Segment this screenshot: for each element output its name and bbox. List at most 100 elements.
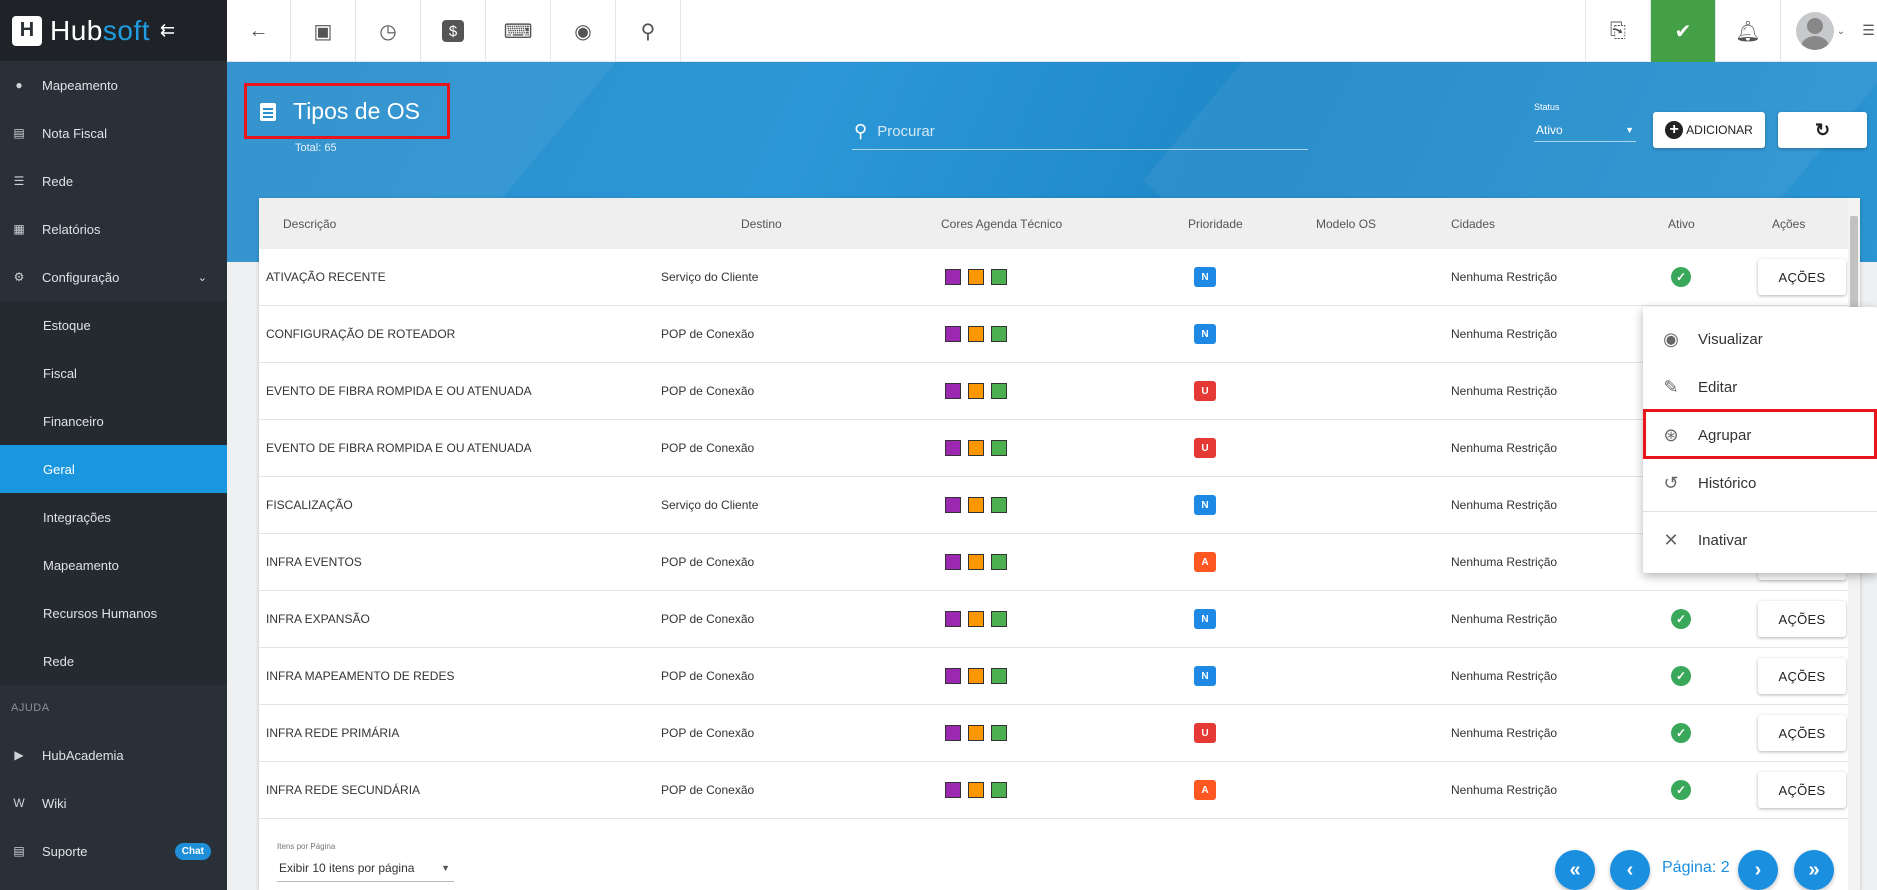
priority-badge: N (1194, 267, 1216, 287)
search-input[interactable] (877, 123, 1298, 140)
column-header-prioridade[interactable]: Prioridade (1188, 216, 1243, 231)
cell-destino: POP de Conexão (661, 555, 755, 569)
menu-item-historico[interactable]: ↺ Histórico (1643, 459, 1877, 507)
cell-cidades: Nenhuma Restrição (1451, 498, 1558, 512)
actions-button[interactable]: AÇÕES (1758, 658, 1846, 694)
table-row[interactable]: INFRA EVENTOS POP de Conexão A Nenhuma Rest… (259, 534, 1860, 591)
collapse-icon[interactable]: ⇇ (160, 20, 176, 40)
sidebar-subitem-financeiro[interactable]: Financeiro (43, 413, 104, 429)
sidebar-subitem-recursos-humanos[interactable]: Recursos Humanos (43, 605, 158, 621)
next-page-button[interactable]: › (1738, 850, 1778, 890)
calendar-clock-icon[interactable]: ◷ (356, 0, 421, 62)
per-page-select[interactable]: Exibir 10 itens por página ▼ (277, 854, 454, 882)
active-check-icon: ✓ (1671, 666, 1691, 686)
agenda-color-swatch (991, 269, 1007, 285)
chat-badge[interactable]: Chat (174, 842, 211, 860)
sidebar-item-rede[interactable]: ☰ Rede (13, 173, 74, 189)
help-nav: ▶ HubAcademia W Wiki ▤ Suporte Chat (0, 731, 227, 875)
table-row[interactable]: FISCALIZAÇÃO Serviço do Cliente N Nenhuma R… (259, 477, 1860, 534)
cell-destino: Serviço do Cliente (661, 498, 759, 512)
menu-item-visualizar[interactable]: ◉ Visualizar (1643, 315, 1877, 363)
column-header-destino[interactable]: Destino (741, 216, 782, 231)
page-indicator: Página: 2 (1662, 859, 1730, 876)
contact-card-icon[interactable]: ▣ (291, 0, 356, 62)
eye-icon[interactable]: ◉ (551, 0, 616, 62)
actions-button[interactable]: AÇÕES (1758, 601, 1846, 637)
actions-button[interactable]: AÇÕES (1758, 259, 1846, 295)
terminal-icon[interactable]: ⌨ (486, 0, 551, 62)
chevron-down-icon: ⌄ (197, 271, 207, 284)
agenda-color-swatch (968, 383, 984, 399)
wikipedia-icon: W (13, 796, 25, 810)
table-row[interactable]: INFRA EXPANSÃO POP de Conexão N Nenhuma Res… (259, 591, 1860, 648)
cell-descricao: EVENTO DE FIBRA ROMPIDA E OU ATENUADA (266, 384, 532, 398)
agenda-color-swatch (991, 668, 1007, 684)
agenda-color-swatch (945, 497, 961, 513)
prev-page-button[interactable]: ‹ (1610, 850, 1650, 890)
last-page-button[interactable]: » (1794, 850, 1834, 890)
menu-item-inativar[interactable]: ✕ Inativar (1643, 516, 1877, 564)
sidebar-subitem-estoque[interactable]: Estoque (43, 317, 91, 333)
double-chevron-left-icon: « (1569, 858, 1581, 881)
add-button[interactable]: + ADICIONAR (1653, 112, 1765, 148)
cell-descricao: INFRA EVENTOS (266, 555, 362, 569)
sidebar-item-configuracao[interactable]: ⚙ Configuração ⌄ (13, 269, 207, 285)
column-header-ativo[interactable]: Ativo (1668, 216, 1695, 231)
column-header-cidades[interactable]: Cidades (1451, 216, 1496, 231)
priority-badge: U (1194, 438, 1216, 458)
cell-destino: POP de Conexão (661, 384, 755, 398)
list-icon[interactable]: ☰ (1862, 22, 1875, 38)
cell-descricao: FISCALIZAÇÃO (266, 498, 353, 512)
sidebar-subitem-geral[interactable]: Geral (0, 445, 227, 493)
active-check-icon: ✓ (1671, 267, 1691, 287)
table-row[interactable]: EVENTO DE FIBRA ROMPIDA E OU ATENUADA POP… (259, 420, 1860, 477)
pdf-icon[interactable]: ⎘ (1585, 0, 1650, 62)
topbar: ← ▣ ◷ $ ⌨ ◉ ⚲ ⎘ ✔ 🔔︎ ⌄ ☰ (227, 0, 1877, 62)
chat-check-icon[interactable]: ✔ (1650, 0, 1715, 62)
table-row[interactable]: ATIVAÇÃO RECENTE Serviço do Cliente N Nenhu… (259, 249, 1860, 306)
table-row[interactable]: EVENTO DE FIBRA ROMPIDA E OU ATENUADA POP… (259, 363, 1860, 420)
sidebar-subitem-fiscal[interactable]: Fiscal (43, 365, 77, 381)
agenda-color-swatch (945, 725, 961, 741)
table-row[interactable]: CONFIGURAÇÃO DE ROTEADOR POP de Conexão N N… (259, 306, 1860, 363)
logo-text: Hubsoft (50, 14, 151, 46)
sidebar-item-relatorios[interactable]: ▦ Relatórios (13, 221, 101, 237)
agenda-color-swatch (968, 440, 984, 456)
sidebar-item-hubacademia[interactable]: ▶ HubAcademia (0, 731, 227, 779)
user-menu[interactable]: ⌄ (1780, 0, 1860, 62)
cell-cidades: Nenhuma Restrição (1451, 270, 1558, 284)
sidebar-item-nota-fiscal[interactable]: ▤ Nota Fiscal (13, 125, 108, 141)
cell-descricao: ATIVAÇÃO RECENTE (266, 270, 386, 284)
sidebar-item-wiki[interactable]: W Wiki (13, 795, 67, 811)
search-icon[interactable]: ⚲ (616, 0, 681, 62)
refresh-icon: ↻ (1814, 119, 1831, 140)
table-row[interactable]: INFRA REDE SECUNDÁRIA POP de Conexão A Nenh… (259, 762, 1860, 819)
sidebar-subitem-mapeamento[interactable]: Mapeamento (43, 557, 119, 573)
sidebar: H Hubsoft ⇇ ● Mapeamento ▤ Nota Fiscal ☰ Re… (0, 0, 227, 890)
agenda-color-swatch (991, 326, 1007, 342)
bell-icon[interactable]: 🔔︎ (1715, 0, 1780, 62)
logo[interactable]: H Hubsoft ⇇ (0, 0, 227, 61)
refresh-button[interactable]: ↻ (1778, 112, 1867, 148)
sidebar-item-suporte[interactable]: ▤ Suporte Chat (0, 827, 227, 875)
dollar-icon[interactable]: $ (421, 0, 486, 62)
config-submenu: Estoque Fiscal Financeiro Geral Integraç… (0, 301, 227, 685)
back-arrow-icon[interactable]: ← (227, 0, 291, 62)
first-page-button[interactable]: « (1555, 850, 1595, 890)
sidebar-subitem-integracoes[interactable]: Integrações (43, 509, 111, 525)
column-header-descricao[interactable]: Descrição (283, 216, 337, 231)
table-row[interactable]: INFRA MAPEAMENTO DE REDES POP de Conexão N… (259, 648, 1860, 705)
sidebar-subitem-rede[interactable]: Rede (43, 653, 75, 669)
menu-item-agrupar[interactable]: ⊛ Agrupar (1643, 411, 1877, 459)
column-header-cores[interactable]: Cores Agenda Técnico (941, 216, 1063, 231)
column-header-modelo-os[interactable]: Modelo OS (1316, 216, 1377, 231)
actions-button[interactable]: AÇÕES (1758, 772, 1846, 808)
priority-badge: N (1194, 666, 1216, 686)
actions-button[interactable]: AÇÕES (1758, 715, 1846, 751)
agenda-color-swatch (968, 554, 984, 570)
cell-destino: Serviço do Cliente (661, 270, 759, 284)
status-select[interactable]: Ativo ▼ (1534, 118, 1636, 142)
table-row[interactable]: INFRA REDE PRIMÁRIA POP de Conexão U Nenhum… (259, 705, 1860, 762)
sidebar-item-mapeamento[interactable]: ● Mapeamento (0, 61, 227, 109)
menu-item-editar[interactable]: ✎ Editar (1643, 363, 1877, 411)
